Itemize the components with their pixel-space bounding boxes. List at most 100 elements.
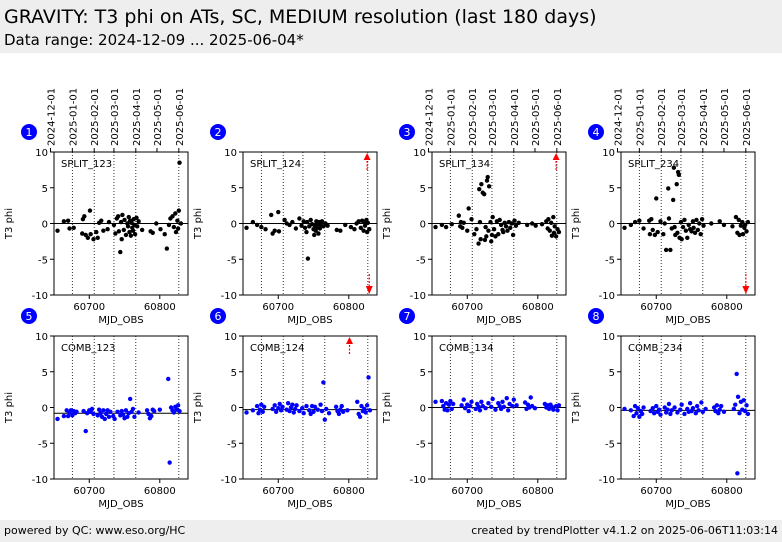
data-point — [672, 405, 677, 410]
data-point — [493, 407, 498, 412]
x-axis-label: MJD_OBS — [665, 315, 710, 326]
x-axis-label: MJD_OBS — [98, 315, 143, 326]
panel-number: 5 — [26, 310, 33, 323]
x-tick-label: 60800 — [144, 302, 176, 313]
x-tick-label: 60700 — [262, 302, 294, 313]
data-point — [127, 396, 133, 402]
data-point — [736, 217, 741, 223]
data-point — [514, 403, 519, 408]
data-point — [325, 223, 330, 228]
data-point — [696, 408, 701, 413]
y-tick-label: -10 — [32, 291, 48, 302]
data-point — [294, 403, 299, 408]
data-point — [709, 221, 714, 226]
data-point — [250, 408, 256, 413]
data-point — [651, 411, 657, 416]
data-point — [170, 214, 175, 219]
data-point — [149, 413, 154, 419]
panel-6: 6 -10 -5 0 5 10 60700 60800 COMB_124 MJD_OBS T3 ph… — [193, 308, 378, 510]
data-point — [701, 223, 706, 228]
data-point — [509, 221, 514, 226]
data-point — [106, 414, 112, 419]
data-point — [364, 403, 370, 408]
data-point — [647, 232, 653, 237]
y-tick-label: -10 — [221, 475, 237, 486]
data-point — [488, 219, 493, 225]
y-tick-label: -5 — [38, 439, 48, 450]
data-point — [740, 219, 745, 225]
data-point — [287, 408, 292, 414]
data-point — [678, 407, 683, 412]
data-point — [280, 404, 285, 409]
data-point — [483, 406, 488, 411]
data-point — [628, 222, 634, 228]
data-point — [85, 235, 91, 240]
footer-bar: powered by QC: www.eso.org/HC created by… — [0, 520, 782, 542]
data-point — [689, 229, 694, 234]
data-point — [482, 237, 488, 243]
data-point — [94, 229, 99, 235]
data-point — [730, 224, 735, 229]
x-tick-label: 60700 — [73, 302, 105, 313]
data-point — [703, 406, 708, 412]
y-tick-label: 10 — [602, 148, 615, 159]
data-point — [361, 228, 366, 233]
y-tick-label: 0 — [420, 404, 426, 415]
data-point — [504, 396, 509, 401]
data-point — [489, 404, 494, 409]
data-point — [263, 227, 268, 232]
data-point — [61, 413, 67, 419]
data-point — [119, 408, 124, 414]
data-point — [486, 228, 491, 233]
y-tick-label: 0 — [42, 404, 48, 415]
data-point — [312, 232, 317, 238]
data-point — [737, 411, 742, 416]
data-point — [285, 401, 291, 406]
data-point — [637, 218, 642, 223]
data-point — [631, 413, 636, 419]
y-tick-label: -10 — [599, 291, 615, 302]
data-point — [690, 406, 696, 411]
data-point — [449, 222, 454, 227]
data-point — [270, 406, 275, 412]
data-point — [154, 221, 159, 226]
data-point — [672, 224, 677, 230]
data-point — [319, 219, 325, 224]
data-point — [304, 403, 309, 409]
date-tick-label: 2025-04-01 — [510, 88, 521, 146]
y-tick-label: -10 — [410, 291, 426, 302]
data-point — [433, 399, 438, 404]
data-point — [637, 414, 642, 419]
data-point — [450, 401, 456, 407]
data-point — [135, 224, 140, 229]
data-point — [717, 407, 722, 412]
data-point — [699, 400, 704, 405]
data-point — [742, 408, 748, 414]
data-point — [735, 471, 740, 476]
panel-label: SPLIT_123 — [61, 159, 112, 170]
y-tick-label: -10 — [221, 291, 237, 302]
data-point — [367, 408, 373, 413]
data-point — [101, 408, 106, 413]
data-point — [359, 403, 364, 409]
panel-label: COMB_124 — [250, 343, 304, 354]
data-point — [317, 226, 323, 231]
y-tick-label: 5 — [231, 184, 237, 195]
data-point — [118, 249, 123, 255]
data-point — [513, 223, 519, 228]
y-tick-label: 10 — [35, 332, 48, 343]
data-point — [311, 409, 316, 414]
data-point — [130, 406, 136, 412]
panel-label: COMB_123 — [61, 343, 115, 354]
panel-1: 1 -10 -5 0 5 10 60700 60800 SPLIT_123 MJD_OBS T3 p… — [4, 88, 189, 326]
data-point — [663, 247, 669, 253]
data-point — [356, 219, 361, 224]
data-point — [721, 409, 727, 414]
data-point — [333, 404, 339, 409]
date-tick-label: 2025-06-01 — [742, 88, 753, 146]
data-point — [622, 406, 627, 412]
data-point — [61, 219, 67, 224]
data-point — [125, 414, 130, 419]
data-point — [489, 239, 494, 244]
